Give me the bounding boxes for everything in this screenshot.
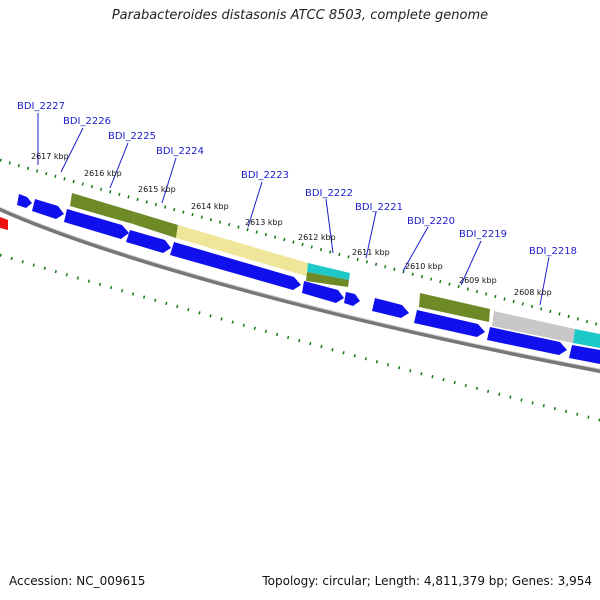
gene-arrow — [170, 242, 301, 290]
gene-arrow — [344, 292, 360, 306]
gene-label[interactable]: BDI_2221 — [355, 202, 403, 213]
kbp-tick-label: 2612 kbp — [298, 233, 336, 242]
gene-label[interactable]: BDI_2218 — [529, 246, 577, 257]
cog-bar-khaki — [176, 225, 308, 276]
gene-label[interactable]: BDI_2222 — [305, 188, 353, 199]
gene-arrow — [569, 345, 600, 364]
accession-number: NC_009615 — [76, 574, 146, 588]
cog-bar-olive — [133, 212, 178, 238]
gene-label[interactable]: BDI_2224 — [156, 146, 204, 157]
gene-label[interactable]: BDI_2226 — [63, 116, 111, 127]
gene-label[interactable]: BDI_2225 — [108, 131, 156, 142]
kbp-tick-label: 2615 kbp — [138, 185, 176, 194]
gene-arrow — [17, 194, 32, 208]
kbp-tick-label: 2616 kbp — [84, 169, 122, 178]
genome-backbone-highlight — [0, 206, 600, 370]
cog-bar-olive — [306, 272, 349, 287]
kbp-labels: 2617 kbp 2616 kbp 2615 kbp 2614 kbp 2613… — [31, 152, 552, 297]
kbp-tick-label: 2613 kbp — [245, 218, 283, 227]
cog-lane — [70, 193, 600, 348]
cog-bar-silver — [492, 311, 575, 343]
cog-bar-olive — [419, 293, 490, 322]
cog-bar-cyan — [573, 329, 600, 348]
kbp-tick-label: 2617 kbp — [31, 152, 69, 161]
map-title: Parabacteroides distasonis ATCC 8503, co… — [111, 8, 489, 23]
gene-arrow — [32, 199, 64, 219]
kbp-tick-label: 2611 kbp — [352, 248, 390, 257]
gene-arrow — [487, 327, 567, 355]
gene-label[interactable]: BDI_2219 — [459, 229, 507, 240]
kbp-tick-label: 2614 kbp — [191, 202, 229, 211]
gene-arrow — [414, 310, 485, 337]
kbp-tick-label: 2608 kbp — [514, 288, 552, 297]
accession-text: Accession: NC_009615 — [9, 574, 145, 588]
outer-tick-ring — [0, 158, 600, 327]
gene-arrow — [64, 209, 129, 239]
cog-bar-olive — [70, 193, 135, 224]
cog-bar-cyan — [307, 263, 350, 280]
gene-label[interactable]: BDI_2223 — [241, 170, 289, 181]
gene-label[interactable]: BDI_2220 — [407, 216, 455, 227]
gene-label[interactable]: BDI_2227 — [17, 101, 65, 112]
genome-backbone — [0, 207, 600, 374]
kbp-tick-label: 2610 kbp — [405, 262, 443, 271]
gene-arrows — [17, 194, 600, 364]
gene-arrow — [126, 230, 171, 253]
rna-feature — [0, 217, 8, 230]
genome-info-text: Topology: circular; Length: 4,811,379 bp… — [262, 574, 592, 588]
gene-leaders — [37, 113, 550, 306]
gene-labels: BDI_2227 BDI_2226 BDI_2225 BDI_2224 BDI_… — [17, 101, 577, 257]
gene-arrow — [302, 281, 344, 303]
accession-label: Accession: — [9, 574, 73, 588]
gene-arrow — [372, 298, 409, 318]
kbp-tick-label: 2609 kbp — [459, 276, 497, 285]
